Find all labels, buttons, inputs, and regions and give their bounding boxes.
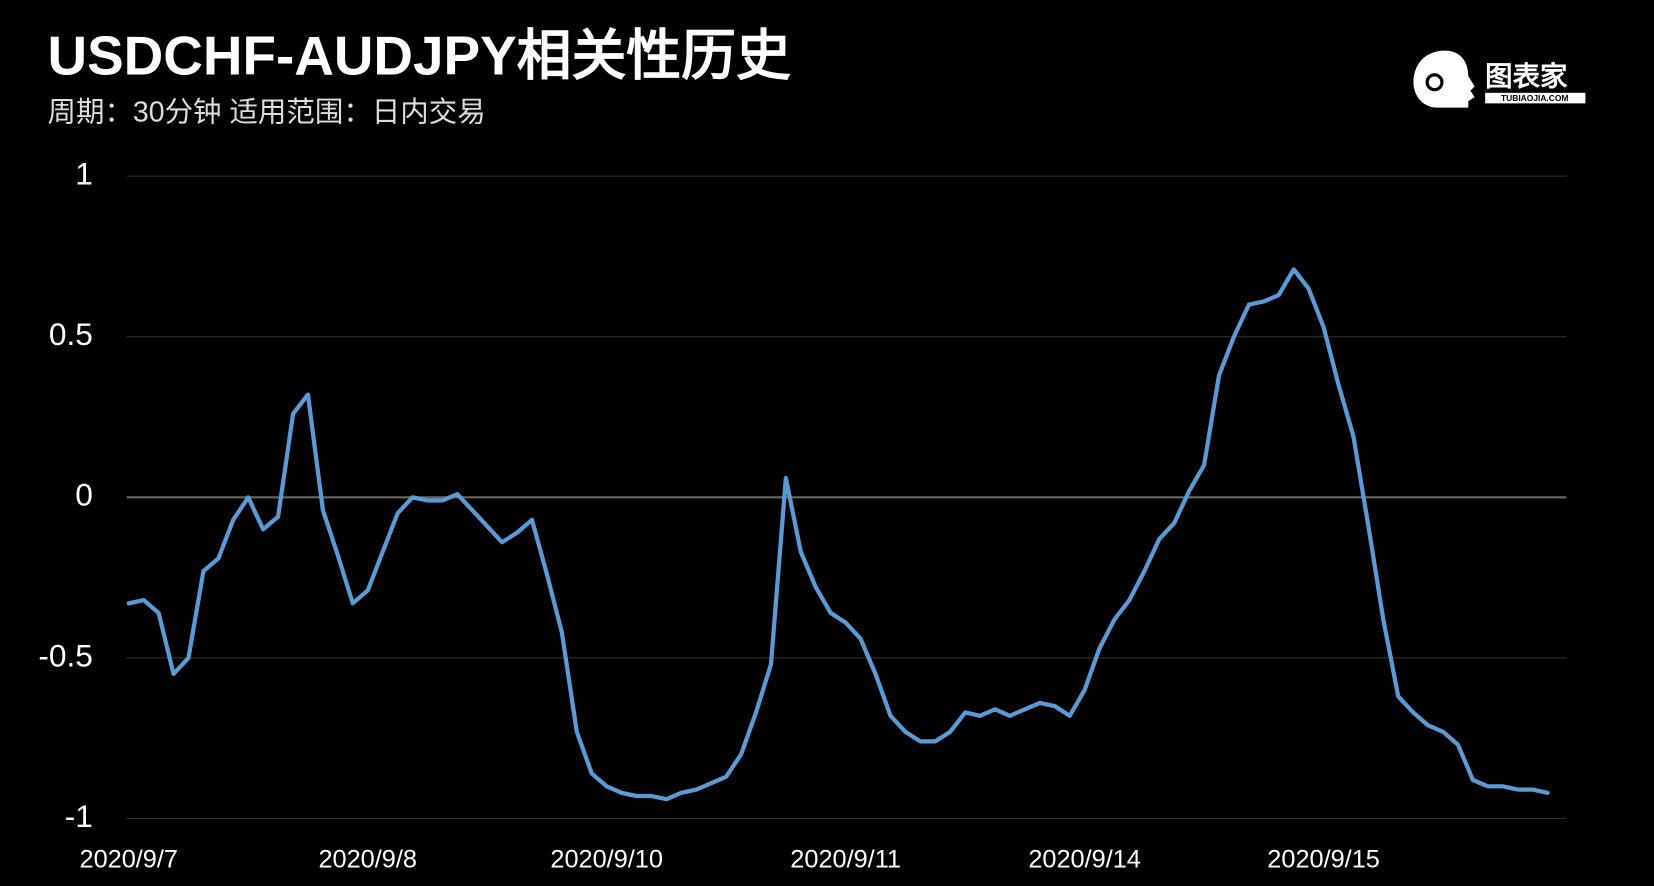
y-tick-label: 0 xyxy=(75,477,93,513)
x-tick-label: 2020/9/11 xyxy=(790,845,901,873)
y-tick-label: 0.5 xyxy=(49,316,93,352)
logo-icon-detail xyxy=(1425,73,1444,92)
logo-text: 图表家 xyxy=(1485,60,1568,91)
x-tick-label: 2020/9/15 xyxy=(1267,845,1380,873)
chart-title: USDCHF-AUDJPY相关性历史 xyxy=(48,25,791,87)
logo: 图表家 TUBIAOJIA.COM xyxy=(1413,50,1586,108)
y-tick-label: -1 xyxy=(65,798,93,834)
x-tick-label: 2020/9/10 xyxy=(550,845,663,873)
logo-bar xyxy=(1485,92,1586,104)
x-tick-label: 2020/9/14 xyxy=(1028,845,1141,873)
y-tick-label: -0.5 xyxy=(38,637,92,673)
logo-subtext: TUBIAOJIA.COM xyxy=(1501,93,1568,103)
logo-icon xyxy=(1413,50,1475,108)
x-tick-label: 2020/9/8 xyxy=(318,845,416,873)
x-tick-label: 2020/9/7 xyxy=(80,845,178,873)
chart-subtitle: 周期：30分钟 适用范围：日内交易 xyxy=(48,96,486,128)
y-tick-label: 1 xyxy=(75,156,93,192)
data-line xyxy=(126,267,1550,802)
